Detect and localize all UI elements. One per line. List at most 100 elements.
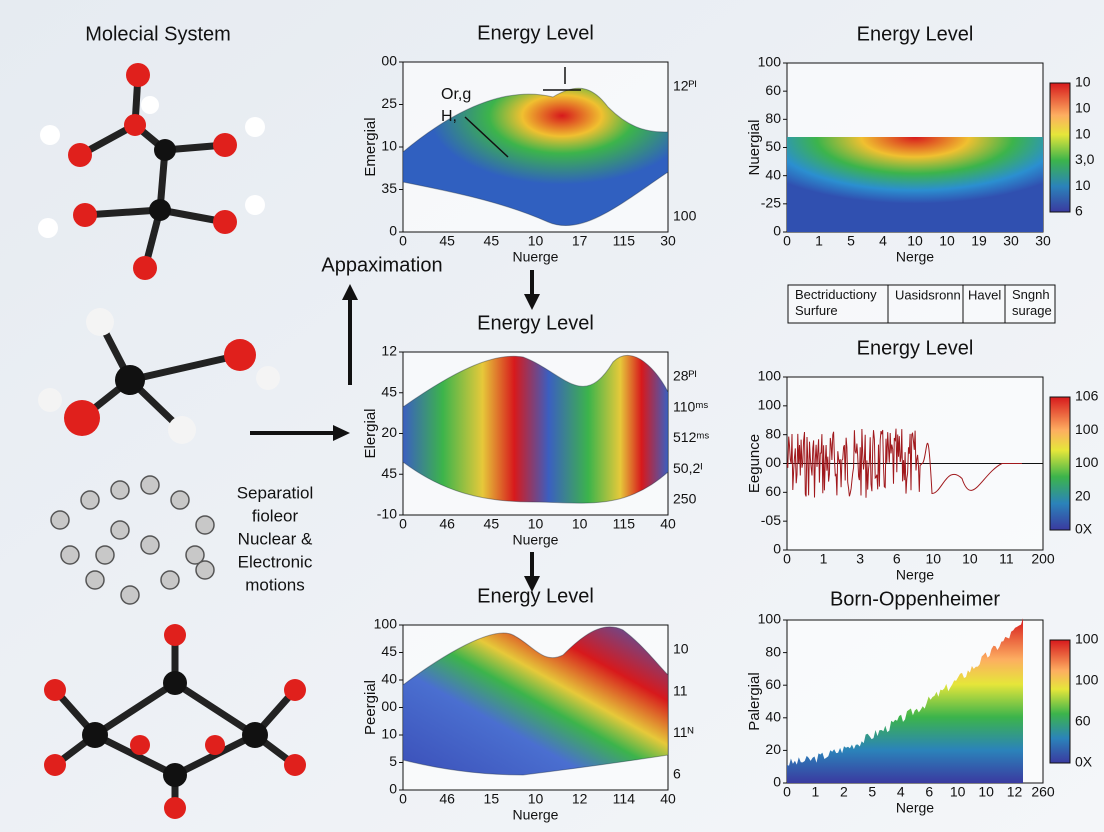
annotation-arrow bbox=[464, 116, 509, 158]
x-tick-label: 4 bbox=[879, 233, 887, 249]
caption-line: motions bbox=[245, 575, 305, 594]
x-tick-label: 1 bbox=[815, 233, 823, 249]
panel-title: Born-Oppenheimer bbox=[830, 588, 1000, 610]
x-axis-label: Nuerge bbox=[513, 532, 559, 548]
table-cell: Uasidsronn bbox=[895, 287, 961, 302]
x-tick-label: 260 bbox=[1031, 784, 1055, 800]
x-tick-label: 2 bbox=[840, 784, 848, 800]
x-tick-label: 200 bbox=[1031, 551, 1055, 567]
colorbar-label: 10 bbox=[1075, 177, 1091, 193]
arrows bbox=[250, 270, 540, 592]
y-tick-label: 20 bbox=[765, 741, 781, 757]
x-tick-label: 40 bbox=[660, 516, 676, 532]
x-tick-label: 17 bbox=[572, 233, 588, 249]
y-axis-label: Emergial bbox=[362, 117, 379, 176]
right-tick-label: 110ᵐˢ bbox=[673, 398, 708, 414]
x-tick-label: 10 bbox=[572, 516, 588, 532]
x-tick-label: 15 bbox=[484, 791, 500, 807]
right-tick-label: 10 bbox=[673, 641, 689, 657]
y-tick-label: 45 bbox=[381, 383, 397, 399]
x-tick-label: 10 bbox=[528, 516, 544, 532]
x-tick-label: 5 bbox=[868, 784, 876, 800]
x-tick-label: 12 bbox=[572, 791, 588, 807]
y-tick-label: 20 bbox=[381, 424, 397, 440]
x-tick-label: 0 bbox=[399, 791, 407, 807]
y-tick-label: 40 bbox=[765, 709, 781, 725]
x-tick-label: 45 bbox=[484, 233, 500, 249]
table-cell: Bectriductiony Surfure bbox=[795, 287, 877, 318]
y-axis-label: Palergial bbox=[746, 672, 763, 730]
colorbar bbox=[1049, 396, 1071, 531]
x-tick-label: 1 bbox=[812, 784, 820, 800]
x-tick-label: 115 bbox=[613, 516, 636, 532]
x-tick-label: 11 bbox=[999, 551, 1014, 567]
x-tick-label: 5 bbox=[847, 233, 855, 249]
y-tick-label: 80 bbox=[765, 643, 781, 659]
heatmap bbox=[787, 137, 1043, 232]
right-tick-label: 28ᴾᴵ bbox=[673, 368, 697, 384]
approximation-label: Appaximation bbox=[321, 254, 442, 276]
y-tick-label: 80 bbox=[765, 110, 781, 126]
area bbox=[787, 618, 1023, 783]
panel-title: Energy Level bbox=[857, 23, 974, 45]
x-tick-label: 10 bbox=[925, 551, 941, 567]
surface bbox=[402, 87, 669, 227]
y-tick-label: -25 bbox=[761, 195, 781, 211]
y-tick-label: 5 bbox=[389, 753, 397, 769]
right-tick-label: 512ᵐˢ bbox=[673, 429, 709, 445]
x-tick-label: 10 bbox=[939, 233, 955, 249]
x-tick-label: 10 bbox=[907, 233, 923, 249]
table-cell: Havel bbox=[968, 287, 1001, 302]
x-axis-label: Nuerge bbox=[513, 807, 559, 823]
right-tick-label: 6 bbox=[673, 766, 681, 782]
surface bbox=[402, 626, 669, 776]
x-tick-label: 10 bbox=[978, 784, 994, 800]
right-tick-label: 50,2ᴵ bbox=[673, 460, 703, 476]
x-tick-label: 1 bbox=[820, 551, 828, 567]
x-axis-label: Nuerge bbox=[513, 249, 559, 265]
x-tick-label: 45 bbox=[484, 516, 500, 532]
x-axis-label: Nerge bbox=[896, 249, 934, 265]
colorbar-label: 60 bbox=[1075, 713, 1091, 729]
y-axis-label: Peergial bbox=[362, 680, 379, 735]
x-tick-label: 40 bbox=[660, 791, 676, 807]
table-cell: Sngnh surage bbox=[1012, 287, 1052, 318]
colorbar bbox=[1049, 82, 1071, 213]
right-tick-label: 11 bbox=[673, 682, 688, 698]
colorbar-label: 0X bbox=[1075, 754, 1093, 770]
x-tick-label: 46 bbox=[439, 516, 455, 532]
x-tick-label: 6 bbox=[893, 551, 901, 567]
x-tick-label: 30 bbox=[1035, 233, 1051, 249]
molecules bbox=[38, 63, 306, 819]
y-tick-label: 12 bbox=[381, 343, 397, 359]
x-tick-label: 19 bbox=[971, 233, 987, 249]
y-tick-label: 50 bbox=[765, 138, 781, 154]
colorbar-label: 10 bbox=[1075, 74, 1091, 90]
x-tick-label: 12 bbox=[1007, 784, 1023, 800]
panel-title: Energy Level bbox=[857, 337, 974, 359]
x-tick-label: 0 bbox=[783, 784, 791, 800]
y-tick-label: 60 bbox=[765, 676, 781, 692]
colorbar-label: 100 bbox=[1075, 454, 1099, 470]
x-tick-label: 3 bbox=[856, 551, 864, 567]
y-tick-label: 60 bbox=[765, 483, 781, 499]
left-title: Molecial System bbox=[85, 23, 231, 45]
y-tick-label: 0 bbox=[773, 774, 781, 790]
annotation: Or,g bbox=[441, 86, 471, 103]
y-tick-label: 100 bbox=[758, 54, 782, 70]
y-tick-label: 40 bbox=[381, 671, 397, 687]
y-tick-label: 00 bbox=[381, 53, 397, 69]
y-axis-label: Eegunce bbox=[746, 434, 763, 493]
annotation: H, bbox=[441, 108, 457, 125]
y-tick-label: 100 bbox=[758, 611, 782, 627]
caption-line: Nuclear & bbox=[238, 529, 313, 548]
x-tick-label: 6 bbox=[925, 784, 933, 800]
y-tick-label: 45 bbox=[381, 643, 397, 659]
y-tick-label: 100 bbox=[374, 616, 398, 632]
y-tick-label: -05 bbox=[761, 512, 781, 528]
y-tick-label: 40 bbox=[765, 166, 781, 182]
x-tick-label: 0 bbox=[399, 233, 407, 249]
colorbar-label: 100 bbox=[1075, 421, 1099, 437]
x-tick-label: 0 bbox=[399, 516, 407, 532]
x-tick-label: 30 bbox=[1003, 233, 1019, 249]
